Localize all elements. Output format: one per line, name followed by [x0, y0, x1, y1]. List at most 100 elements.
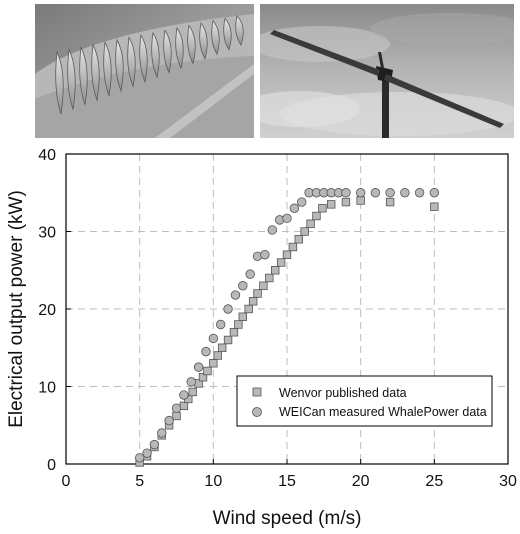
tubercle-shape [91, 43, 100, 102]
data-point-square [188, 387, 197, 397]
tubercle-shape [115, 38, 124, 93]
x-tick-label: 0 [62, 473, 71, 490]
data-point-square [229, 328, 239, 337]
data-point-square [248, 297, 258, 306]
data-point-square [341, 197, 351, 207]
y-axis-title: Electrical output power (kW) [6, 190, 27, 428]
data-point-circle [208, 333, 219, 344]
tubercle-shape [103, 41, 112, 98]
tubercle-blade-photo [35, 4, 254, 138]
legend-label-wenvor: Wenvor published data [279, 386, 407, 400]
series-wenvor [135, 196, 439, 467]
y-tick-label: 40 [38, 147, 56, 164]
wind-turbine-photo [260, 4, 514, 138]
data-point-circle [429, 188, 440, 198]
data-point-square [172, 411, 181, 421]
data-point-square [179, 401, 189, 411]
y-tick-labels: 0 10 20 30 40 [38, 147, 56, 474]
data-point-circle [297, 197, 307, 207]
data-point-square [265, 273, 274, 283]
data-point-circle [193, 362, 204, 372]
data-point-circle [267, 225, 277, 235]
tubercle-blade-image [35, 4, 254, 138]
data-point-circle [171, 403, 182, 413]
data-point-square [276, 258, 286, 267]
data-point-circle [179, 390, 189, 400]
data-point-square [234, 320, 243, 329]
x-tick-label: 15 [278, 473, 296, 490]
legend-marker-square [252, 387, 262, 397]
data-point-square [223, 335, 233, 345]
tubercle-shape [79, 45, 88, 105]
data-point-circle [289, 203, 300, 213]
y-tick-label: 0 [47, 457, 56, 474]
data-point-square [259, 281, 268, 290]
tubercle-shape [175, 26, 184, 70]
tubercle-shape [55, 50, 64, 115]
data-point-circle [186, 377, 196, 387]
tubercle-shape [199, 22, 208, 60]
data-point-circle [355, 188, 366, 198]
data-point-square [217, 343, 227, 352]
y-tick-label: 30 [38, 225, 56, 242]
data-point-square [209, 359, 218, 368]
data-point-square [356, 196, 365, 205]
data-point-square [271, 266, 280, 275]
data-point-square [326, 200, 336, 209]
data-point-circle [341, 188, 351, 198]
x-tick-label: 20 [352, 473, 370, 490]
data-point-circle [149, 439, 160, 450]
tubercle-shape [127, 36, 136, 88]
data-point-circle [238, 281, 248, 291]
data-point-circle [230, 290, 241, 300]
data-point-square [385, 197, 395, 207]
x-tick-label: 30 [499, 473, 517, 490]
data-point-circle [201, 346, 211, 357]
x-axis-title: Wind speed (m/s) [213, 508, 362, 529]
x-tick-labels: 0 5 10 15 20 25 30 [62, 473, 517, 490]
data-point-circle [134, 453, 145, 463]
x-tick-label: 5 [135, 473, 144, 490]
data-point-circle [414, 188, 425, 198]
data-point-circle [245, 269, 255, 279]
tubercle-shape [67, 48, 76, 110]
tubercle-shape [235, 15, 244, 46]
tubercle-shape [163, 29, 172, 74]
tubercle-shape [223, 17, 232, 51]
data-point-square [318, 204, 327, 213]
legend-label-weican: WEICan measured WhalePower data [279, 405, 487, 419]
data-point-square [213, 351, 222, 360]
data-point-square [244, 304, 253, 314]
series-weican [134, 188, 440, 463]
data-point-circle [142, 448, 152, 458]
data-point-circle [215, 319, 226, 330]
data-point-circle [157, 428, 167, 438]
tubercle-shape [139, 34, 148, 84]
data-point-square [282, 250, 292, 259]
data-point-square [203, 366, 212, 376]
data-point-circle [223, 304, 233, 314]
data-point-square [238, 312, 247, 321]
data-point-square [430, 202, 439, 211]
y-tick-label: 20 [38, 302, 56, 319]
data-point-square [306, 219, 315, 228]
x-tick-label: 10 [204, 473, 222, 490]
x-tick-label: 25 [425, 473, 443, 490]
wind-turbine-image [260, 4, 514, 138]
data-point-square [312, 211, 321, 221]
tubercle-shape [151, 31, 160, 79]
tubercle-shape [211, 19, 220, 56]
data-point-square [253, 289, 262, 298]
data-point-square [294, 235, 303, 244]
data-point-circle [164, 415, 174, 426]
data-point-circle [282, 213, 292, 224]
data-point-square [288, 242, 298, 252]
data-point-square [300, 227, 309, 236]
data-point-circle [370, 188, 381, 198]
y-tick-label: 10 [38, 380, 56, 397]
legend-marker-circle [252, 407, 262, 417]
data-series [134, 188, 440, 467]
data-point-circle [385, 188, 395, 198]
data-point-square [198, 372, 208, 382]
